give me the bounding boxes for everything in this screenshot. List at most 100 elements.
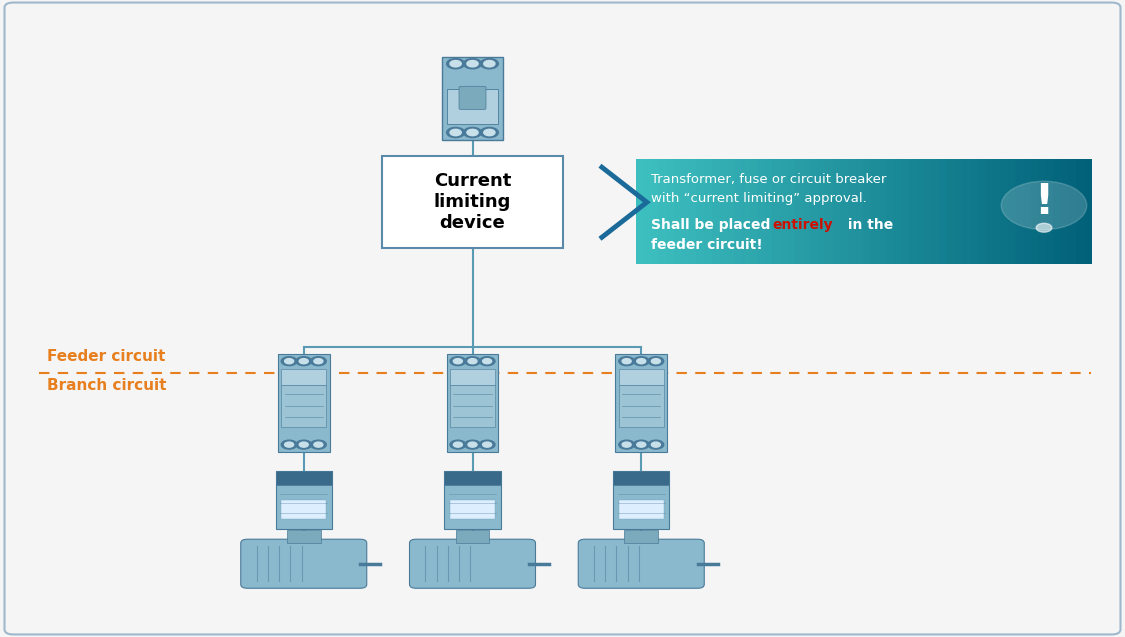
Bar (810, 159, 819, 264)
Circle shape (464, 127, 482, 138)
Bar (658, 159, 667, 264)
FancyBboxPatch shape (619, 385, 664, 427)
Circle shape (447, 59, 465, 69)
Circle shape (479, 357, 495, 366)
FancyBboxPatch shape (241, 539, 367, 589)
Bar (712, 159, 720, 264)
Circle shape (310, 357, 326, 366)
Text: entirely: entirely (773, 218, 834, 232)
Circle shape (651, 442, 660, 447)
FancyBboxPatch shape (624, 530, 658, 543)
Bar (818, 159, 827, 264)
Circle shape (299, 442, 308, 447)
Circle shape (450, 357, 466, 366)
Bar (795, 159, 803, 264)
Bar (704, 159, 713, 264)
Circle shape (651, 359, 660, 364)
Circle shape (479, 440, 495, 449)
Bar (1000, 159, 1009, 264)
FancyBboxPatch shape (281, 385, 326, 427)
FancyBboxPatch shape (450, 385, 495, 427)
FancyBboxPatch shape (578, 539, 704, 589)
Bar (727, 159, 736, 264)
Bar (1023, 159, 1032, 264)
Bar (772, 159, 781, 264)
Bar (1069, 159, 1077, 264)
Bar (978, 159, 986, 264)
Circle shape (281, 357, 297, 366)
FancyBboxPatch shape (447, 89, 497, 124)
FancyBboxPatch shape (444, 471, 501, 485)
Text: Shall be placed: Shall be placed (651, 218, 775, 232)
FancyBboxPatch shape (281, 500, 326, 519)
Circle shape (285, 359, 294, 364)
Bar (742, 159, 750, 264)
Bar (780, 159, 789, 264)
FancyBboxPatch shape (450, 369, 495, 385)
Text: !: ! (1035, 182, 1053, 223)
Circle shape (637, 359, 646, 364)
FancyBboxPatch shape (382, 156, 562, 248)
Bar (1053, 159, 1062, 264)
Bar (735, 159, 742, 264)
Bar (1046, 159, 1054, 264)
Bar (986, 159, 993, 264)
Circle shape (484, 61, 495, 67)
Bar (954, 159, 963, 264)
Circle shape (447, 127, 465, 138)
Bar (1016, 159, 1024, 264)
Bar (962, 159, 971, 264)
Circle shape (483, 359, 492, 364)
Bar (636, 159, 645, 264)
Bar (848, 159, 857, 264)
Bar (1061, 159, 1070, 264)
Bar (893, 159, 902, 264)
Circle shape (622, 442, 631, 447)
Bar (681, 159, 690, 264)
FancyBboxPatch shape (281, 369, 326, 385)
FancyBboxPatch shape (276, 471, 332, 529)
FancyBboxPatch shape (619, 500, 664, 519)
Bar (871, 159, 880, 264)
Bar (788, 159, 796, 264)
FancyBboxPatch shape (459, 87, 486, 110)
Bar (696, 159, 705, 264)
FancyBboxPatch shape (456, 530, 489, 543)
Bar (674, 159, 682, 264)
Circle shape (480, 127, 498, 138)
Circle shape (285, 442, 294, 447)
Bar (644, 159, 652, 264)
Bar (1076, 159, 1084, 264)
Circle shape (637, 442, 646, 447)
Circle shape (299, 359, 308, 364)
FancyBboxPatch shape (450, 500, 495, 519)
Circle shape (648, 440, 664, 449)
Bar (1038, 159, 1046, 264)
Circle shape (484, 129, 495, 136)
FancyBboxPatch shape (287, 530, 321, 543)
Circle shape (1036, 224, 1052, 233)
FancyBboxPatch shape (613, 471, 669, 529)
Bar (992, 159, 1001, 264)
Bar (749, 159, 758, 264)
Circle shape (450, 129, 461, 136)
Bar (917, 159, 925, 264)
Circle shape (281, 440, 297, 449)
Bar (947, 159, 956, 264)
Text: Transformer, fuse or circuit breaker: Transformer, fuse or circuit breaker (651, 173, 887, 186)
Bar (856, 159, 864, 264)
Circle shape (633, 440, 649, 449)
Bar (924, 159, 933, 264)
Circle shape (450, 61, 461, 67)
FancyBboxPatch shape (444, 471, 501, 529)
Circle shape (467, 129, 478, 136)
Text: with “current limiting” approval.: with “current limiting” approval. (651, 192, 867, 205)
Bar (826, 159, 834, 264)
Text: feeder circuit!: feeder circuit! (651, 238, 763, 252)
Circle shape (468, 442, 477, 447)
Bar (719, 159, 728, 264)
Circle shape (450, 440, 466, 449)
Bar (886, 159, 896, 264)
Bar (840, 159, 849, 264)
FancyBboxPatch shape (619, 369, 664, 385)
